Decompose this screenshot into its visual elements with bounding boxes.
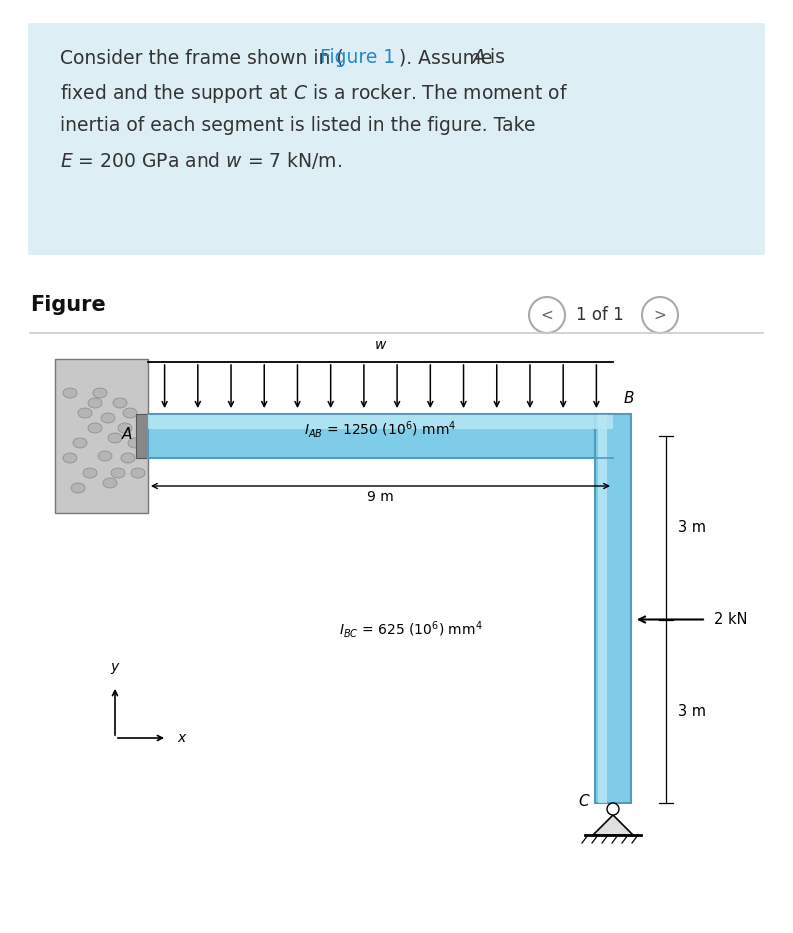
Bar	[55, 359, 148, 513]
Polygon shape	[593, 815, 633, 835]
Ellipse shape	[93, 388, 107, 398]
Ellipse shape	[78, 408, 92, 418]
Text: $w$: $w$	[374, 338, 387, 352]
Text: $C$: $C$	[578, 793, 591, 809]
Text: $I_{BC}$ = 625 (10$^6$) mm$^4$: $I_{BC}$ = 625 (10$^6$) mm$^4$	[339, 619, 482, 640]
Text: 3 m: 3 m	[678, 521, 706, 536]
Ellipse shape	[111, 468, 125, 478]
Text: Consider the frame shown in (: Consider the frame shown in (	[60, 48, 343, 67]
Ellipse shape	[98, 451, 112, 461]
Text: >: >	[653, 308, 666, 323]
Text: $\mathit{E}$ = 200 GPa and $\mathit{w}$ = 7 kN/m.: $\mathit{E}$ = 200 GPa and $\mathit{w}$ …	[60, 150, 342, 171]
Ellipse shape	[113, 398, 127, 408]
Ellipse shape	[88, 398, 102, 408]
Ellipse shape	[103, 478, 117, 488]
Ellipse shape	[73, 438, 87, 448]
Ellipse shape	[123, 408, 137, 418]
Bar	[136, 414, 148, 458]
Ellipse shape	[128, 438, 142, 448]
Text: $x$: $x$	[177, 731, 188, 745]
Text: 9 m: 9 m	[367, 490, 394, 504]
Ellipse shape	[88, 423, 102, 433]
FancyBboxPatch shape	[28, 23, 765, 255]
Text: 3 m: 3 m	[678, 703, 706, 718]
Text: fixed and the support at $\mathit{C}$ is a rocker. The moment of: fixed and the support at $\mathit{C}$ is…	[60, 82, 568, 105]
Text: 2 kN: 2 kN	[714, 612, 748, 627]
Bar	[55, 359, 148, 513]
Ellipse shape	[108, 433, 122, 443]
Text: $\mathit{A}$: $\mathit{A}$	[471, 48, 485, 67]
Ellipse shape	[101, 413, 115, 423]
Text: $I_{AB}$ = 1250 (10$^6$) mm$^4$: $I_{AB}$ = 1250 (10$^6$) mm$^4$	[305, 420, 457, 440]
Ellipse shape	[118, 423, 132, 433]
Bar	[148, 415, 613, 429]
Text: ). Assume: ). Assume	[399, 48, 499, 67]
Ellipse shape	[63, 453, 77, 463]
Ellipse shape	[121, 453, 135, 463]
Bar	[595, 414, 631, 803]
Text: is: is	[484, 48, 505, 67]
Ellipse shape	[71, 483, 85, 493]
Text: inertia of each segment is listed in the figure. Take: inertia of each segment is listed in the…	[60, 116, 535, 135]
Ellipse shape	[63, 388, 77, 398]
Text: 1 of 1: 1 of 1	[577, 306, 624, 324]
Text: Figure: Figure	[30, 295, 105, 315]
Bar	[148, 414, 613, 458]
Ellipse shape	[131, 468, 145, 478]
Text: $A$: $A$	[121, 426, 133, 442]
Text: <: <	[541, 308, 554, 323]
Text: $y$: $y$	[109, 661, 121, 676]
Circle shape	[607, 803, 619, 815]
Text: $B$: $B$	[623, 390, 634, 406]
Bar	[598, 414, 607, 803]
Text: Figure 1: Figure 1	[320, 48, 395, 67]
Ellipse shape	[83, 468, 97, 478]
